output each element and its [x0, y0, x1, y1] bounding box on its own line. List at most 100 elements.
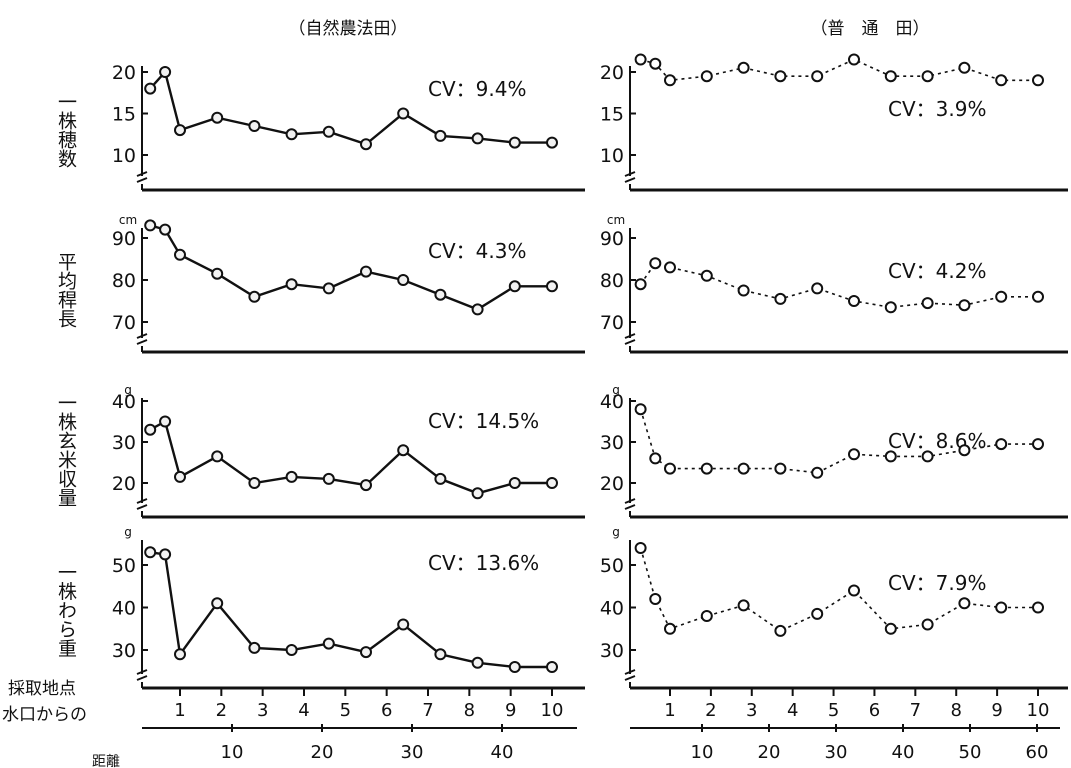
cv-label: CV：13.6% — [428, 551, 539, 575]
distance-label: 30 — [825, 742, 848, 763]
y-tick-label: 50 — [600, 555, 624, 577]
data-point — [737, 462, 750, 475]
y-tick-label: 70 — [112, 312, 136, 334]
y-tick-label: 40 — [112, 598, 136, 620]
y-tick-label: 50 — [112, 555, 136, 577]
x-axis-title-line2: 水口からの — [2, 705, 87, 725]
data-point — [1032, 290, 1044, 303]
data-point — [546, 280, 558, 293]
y-tick-label: 40 — [600, 391, 624, 413]
y-tick-label: 40 — [600, 598, 624, 620]
point-label: 10 — [1027, 700, 1050, 721]
data-point — [360, 265, 372, 278]
data-point — [322, 637, 335, 650]
y-tick-label: 80 — [600, 270, 624, 292]
row-label-1: 一株穂数 — [55, 92, 77, 168]
axis-break-mark — [624, 669, 636, 681]
series-line — [640, 58, 1038, 82]
data-point — [649, 593, 662, 605]
row-label-2: 平均稈長 — [55, 252, 77, 328]
y-tick-label: 30 — [112, 640, 136, 662]
data-point — [211, 450, 224, 463]
distance-label: 40 — [491, 742, 514, 763]
data-point — [546, 661, 558, 673]
data-point — [848, 53, 860, 66]
data-point — [995, 601, 1008, 614]
column-title-natural: （自然農法田） — [289, 19, 408, 39]
y-tick-label: 70 — [600, 312, 624, 334]
point-label: 1 — [174, 700, 185, 721]
data-point — [774, 462, 787, 475]
data-point — [248, 641, 261, 654]
y-unit-label: g — [612, 383, 620, 397]
data-point — [921, 297, 934, 310]
data-point — [634, 278, 647, 291]
data-point — [700, 462, 713, 475]
axis-break-mark — [136, 669, 148, 681]
distance-label: 50 — [959, 742, 982, 763]
data-point — [921, 618, 934, 631]
data-point — [434, 129, 447, 142]
y-tick-label: 80 — [112, 270, 136, 292]
data-point — [174, 648, 186, 661]
data-point — [774, 70, 787, 83]
data-point — [958, 61, 971, 74]
data-point — [144, 546, 157, 559]
data-point — [322, 472, 335, 485]
data-point — [546, 477, 558, 489]
point-label: 4 — [298, 700, 309, 721]
data-point — [508, 136, 521, 149]
distance-label: 10 — [691, 742, 714, 763]
data-point — [174, 124, 186, 137]
cv-label: CV：9.4% — [428, 77, 526, 101]
data-point — [397, 107, 410, 120]
y-tick-label: 30 — [112, 432, 136, 454]
data-point — [360, 138, 372, 151]
panel-natural-field-panicles: 10 15 20 CV：9.4% — [112, 62, 585, 192]
data-point — [664, 622, 676, 635]
cv-label: CV：3.9% — [888, 97, 986, 121]
x-axis-title-line3: 距離 — [92, 753, 120, 768]
cv-label: CV：8.6% — [888, 429, 986, 453]
point-label: 6 — [869, 700, 880, 721]
data-point — [700, 610, 713, 622]
data-point — [508, 661, 521, 673]
point-label: 10 — [541, 700, 564, 721]
y-tick-label: 30 — [600, 640, 624, 662]
data-point — [1032, 438, 1044, 451]
data-point — [471, 303, 484, 316]
data-point — [848, 584, 860, 597]
y-tick-label: 20 — [600, 62, 624, 84]
data-point — [774, 624, 787, 637]
data-point — [285, 470, 298, 483]
data-point — [848, 448, 860, 461]
point-label: 8 — [950, 700, 961, 721]
data-point — [811, 466, 824, 479]
y-unit-label: cm — [119, 213, 137, 227]
data-point — [471, 132, 484, 145]
data-point — [848, 295, 860, 307]
data-point — [811, 282, 824, 295]
data-point — [285, 278, 298, 291]
distance-label: 20 — [758, 742, 781, 763]
distance-label: 20 — [311, 742, 334, 763]
point-label: 9 — [505, 700, 516, 721]
data-point — [737, 599, 750, 612]
y-unit-label: g — [124, 383, 132, 397]
cv-label: CV：4.3% — [428, 239, 526, 263]
data-point — [884, 70, 897, 83]
distance-label: 10 — [221, 742, 244, 763]
data-point — [211, 267, 224, 280]
data-point — [508, 477, 521, 489]
data-point — [159, 66, 172, 78]
point-label: 5 — [340, 700, 351, 721]
axis-break-mark — [624, 333, 636, 345]
y-tick-label: 20 — [112, 473, 136, 495]
y-tick-label: 90 — [600, 228, 624, 250]
data-point — [884, 301, 897, 314]
data-point — [397, 618, 410, 631]
data-point — [285, 644, 298, 656]
y-tick-label: 90 — [112, 228, 136, 250]
